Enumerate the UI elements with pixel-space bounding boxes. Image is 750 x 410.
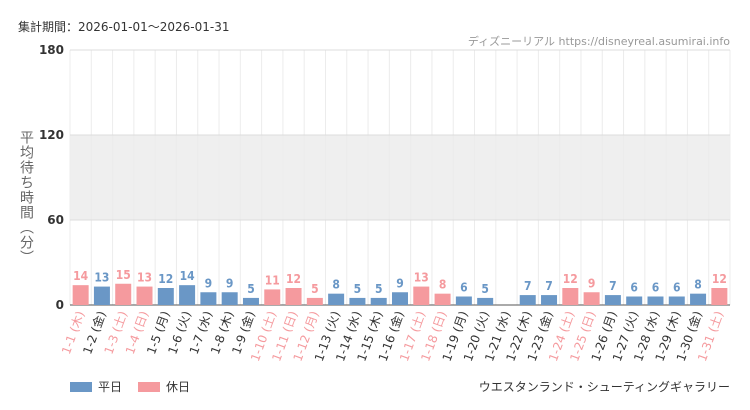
bar bbox=[179, 285, 196, 305]
bar bbox=[328, 293, 345, 305]
shaded-band bbox=[70, 135, 730, 220]
data-label: 6 bbox=[673, 281, 681, 295]
y-tick-label: 60 bbox=[47, 213, 64, 227]
y-tick-label: 120 bbox=[39, 128, 64, 142]
data-label: 14 bbox=[180, 269, 196, 283]
bar bbox=[93, 286, 110, 305]
data-label: 12 bbox=[158, 272, 173, 286]
data-label: 5 bbox=[354, 282, 362, 296]
legend-weekday: 平日 bbox=[70, 378, 122, 395]
data-label: 11 bbox=[265, 273, 280, 287]
data-label: 12 bbox=[286, 272, 301, 286]
bar bbox=[306, 297, 323, 305]
data-label: 14 bbox=[73, 269, 89, 283]
bar bbox=[221, 292, 238, 305]
data-label: 8 bbox=[439, 278, 447, 292]
bar bbox=[136, 286, 153, 305]
bar bbox=[647, 296, 664, 305]
bar bbox=[626, 296, 643, 305]
source-credit: ディズニーリアル https://disneyreal.asumirai.inf… bbox=[467, 35, 730, 48]
data-label: 13 bbox=[414, 271, 429, 285]
data-label: 13 bbox=[137, 271, 152, 285]
y-axis-label: 平均待ち時間（分） bbox=[18, 130, 34, 265]
bar bbox=[690, 293, 707, 305]
bar bbox=[264, 289, 281, 305]
bar bbox=[711, 288, 728, 305]
data-label: 12 bbox=[712, 272, 727, 286]
legend-holiday: 休日 bbox=[138, 378, 190, 395]
legend: 平日 休日 bbox=[70, 378, 206, 395]
data-label: 8 bbox=[694, 278, 702, 292]
data-label: 7 bbox=[609, 279, 617, 293]
bar bbox=[455, 296, 472, 305]
bar bbox=[668, 296, 685, 305]
bar bbox=[583, 292, 600, 305]
data-label: 9 bbox=[205, 276, 213, 290]
attraction-name: ウエスタンランド・シューティングギャラリー bbox=[478, 380, 730, 394]
bar bbox=[285, 288, 302, 305]
bar bbox=[200, 292, 217, 305]
legend-holiday-label: 休日 bbox=[166, 380, 191, 394]
data-label: 7 bbox=[545, 279, 553, 293]
y-tick-label: 0 bbox=[56, 298, 64, 312]
holiday-swatch bbox=[138, 381, 161, 392]
data-label: 15 bbox=[116, 268, 131, 282]
bar bbox=[157, 288, 174, 305]
data-label: 5 bbox=[311, 282, 319, 296]
data-label: 6 bbox=[652, 281, 660, 295]
bar bbox=[72, 285, 89, 305]
data-label: 5 bbox=[481, 282, 489, 296]
bar bbox=[604, 295, 621, 305]
bar bbox=[370, 297, 387, 305]
data-label: 6 bbox=[630, 281, 638, 295]
weekday-swatch bbox=[70, 381, 92, 392]
bar bbox=[477, 297, 494, 305]
data-label: 12 bbox=[563, 272, 578, 286]
data-label: 5 bbox=[375, 282, 383, 296]
data-label: 7 bbox=[524, 279, 532, 293]
y-tick-label: 180 bbox=[39, 43, 64, 57]
data-label: 8 bbox=[332, 278, 340, 292]
data-label: 6 bbox=[460, 281, 468, 295]
bar bbox=[541, 295, 558, 305]
data-label: 9 bbox=[396, 276, 404, 290]
bar bbox=[413, 286, 430, 305]
bar bbox=[392, 292, 408, 305]
data-label: 5 bbox=[247, 282, 255, 296]
data-label: 9 bbox=[226, 276, 234, 290]
bar bbox=[562, 288, 579, 305]
collection-period: 集計期間：2026-01-01～2026-01-31 bbox=[18, 20, 230, 34]
data-label: 13 bbox=[94, 271, 109, 285]
bar bbox=[349, 297, 366, 305]
bar bbox=[434, 293, 451, 305]
bar bbox=[115, 283, 132, 305]
legend-weekday-label: 平日 bbox=[98, 380, 123, 394]
data-label: 9 bbox=[588, 276, 596, 290]
bar bbox=[242, 297, 259, 305]
bar bbox=[519, 295, 536, 305]
